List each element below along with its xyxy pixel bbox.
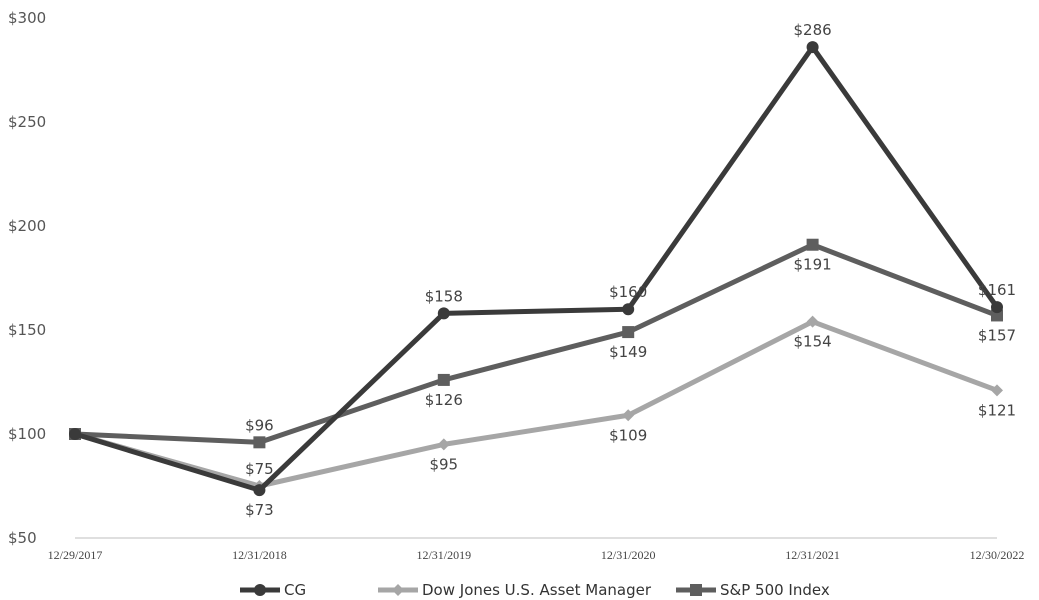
data-point-s-p-500-index [622,326,635,339]
x-tick-label: 12/31/2021 [785,548,840,562]
data-point-dow-jones-u-s-asset-manager [991,384,1003,397]
data-label-dow-jones-u-s-asset-manager: $109 [609,426,647,444]
series-s-p-500-index [69,238,1003,449]
legend-swatch-marker [690,584,702,596]
data-point-dow-jones-u-s-asset-manager [806,315,819,328]
legend-item-cg: CG [240,581,306,599]
data-label-s-p-500-index: $96 [245,416,274,434]
y-tick-label: $300 [8,9,46,27]
x-tick-label: 12/30/2022 [970,548,1025,562]
legend-item-dow-jones-u-s-asset-manager: Dow Jones U.S. Asset Manager [378,581,652,599]
series-cg [69,41,1003,497]
data-point-cg [991,301,1003,314]
data-label-dow-jones-u-s-asset-manager: $75 [245,460,274,478]
data-point-cg [806,41,819,54]
data-label-s-p-500-index: $157 [978,326,1016,344]
data-label-s-p-500-index: $149 [609,343,647,361]
data-point-dow-jones-u-s-asset-manager [437,438,450,451]
data-label-cg: $158 [425,287,463,305]
data-point-cg [69,428,81,440]
data-point-s-p-500-index [437,373,450,386]
series-layer [69,41,1003,497]
data-label-cg: $160 [609,283,647,301]
series-line-dow-jones-u-s-asset-manager [72,319,1000,489]
data-label-dow-jones-u-s-asset-manager: $95 [429,455,458,473]
legend-label: S&P 500 Index [720,581,830,599]
x-tick-label: 12/31/2018 [232,548,287,562]
x-tick-label: 12/31/2020 [601,548,656,562]
data-label-s-p-500-index: $191 [794,256,832,274]
y-tick-label: $200 [8,217,46,235]
legend: CG Dow Jones U.S. Asset Manager S&P 500 In… [240,581,830,599]
data-point-dow-jones-u-s-asset-manager [622,409,635,422]
legend-item-s-p-500-index: S&P 500 Index [676,581,830,599]
data-label-dow-jones-u-s-asset-manager: $154 [794,333,832,351]
data-point-cg [437,307,450,320]
legend-label: CG [284,581,306,599]
x-axis-ticks: 12/29/2017 12/31/2018 12/31/2019 12/31/2020… [48,548,1025,562]
data-point-cg [253,484,266,497]
legend-swatch-marker [254,584,266,596]
y-tick-label: $100 [8,425,46,443]
series-line-cg [72,44,1000,493]
y-tick-label: $250 [8,113,46,131]
x-tick-label: 12/29/2017 [48,548,103,562]
y-axis-ticks: $50 $100 $150 $200 $250 $300 [8,9,46,547]
data-point-cg [622,303,635,316]
data-labels: $73 $158 $160 $286 $161 $75 $95 $109 $154 $121 $96… [245,21,1016,519]
legend-swatch-marker [392,584,404,596]
series-line-s-p-500-index [72,242,1000,445]
data-point-s-p-500-index [806,238,819,251]
data-label-cg: $73 [245,501,274,519]
data-label-s-p-500-index: $126 [425,391,463,409]
data-point-s-p-500-index [253,436,266,449]
x-tick-label: 12/31/2019 [416,548,471,562]
y-tick-label: $50 [8,529,37,547]
legend-label: Dow Jones U.S. Asset Manager [422,581,652,599]
y-tick-label: $150 [8,321,46,339]
data-label-cg: $286 [794,21,832,39]
data-label-cg: $161 [978,281,1016,299]
series-dow-jones-u-s-asset-manager [69,315,1003,492]
data-point-s-p-500-index [991,309,1003,322]
data-label-dow-jones-u-s-asset-manager: $121 [978,401,1016,419]
